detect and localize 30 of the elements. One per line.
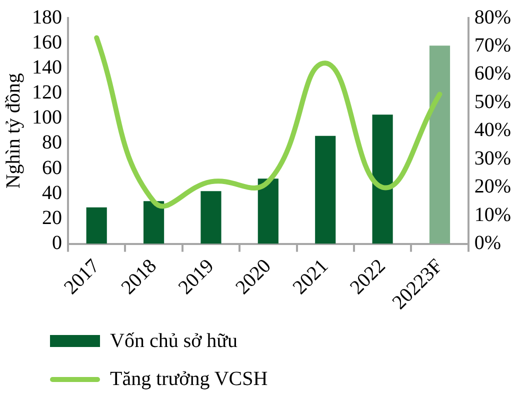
bar <box>429 46 450 244</box>
y2-tick-label: 0% <box>474 232 502 254</box>
legend-label: Tăng trưởng VCSH <box>110 368 268 390</box>
legend-label: Vốn chủ sở hữu <box>110 330 238 352</box>
y2-tick-label: 60% <box>474 62 512 85</box>
y-tick-label: 180 <box>32 6 62 28</box>
y2-tick-label: 30% <box>474 147 512 170</box>
bar <box>258 178 278 244</box>
y-tick-label: 0 <box>52 232 62 254</box>
y2-tick-label: 80% <box>474 6 512 28</box>
y-tick-label: 80 <box>42 132 62 154</box>
y2-tick-label: 70% <box>474 34 512 56</box>
y-axis-title: Nghìn tỷ đồng <box>2 73 24 189</box>
y-tick-label: 60 <box>42 156 62 179</box>
bar <box>86 207 107 244</box>
y2-tick-label: 40% <box>474 119 512 142</box>
y2-tick-label: 20% <box>474 176 512 198</box>
y-tick-label: 40 <box>42 182 62 204</box>
bar <box>315 136 336 244</box>
y-tick-label: 140 <box>32 56 62 78</box>
y2-tick-label: 50% <box>474 90 512 113</box>
bar <box>143 201 164 244</box>
bar <box>200 191 222 244</box>
y-tick-label: 20 <box>42 206 62 229</box>
bar <box>372 114 393 244</box>
y-tick-label: 160 <box>32 31 62 54</box>
y2-tick-label: 10% <box>474 204 512 226</box>
y-tick-label: 120 <box>32 82 62 104</box>
y-tick-label: 100 <box>32 106 62 129</box>
x-tick-label: 2021 <box>288 254 333 299</box>
